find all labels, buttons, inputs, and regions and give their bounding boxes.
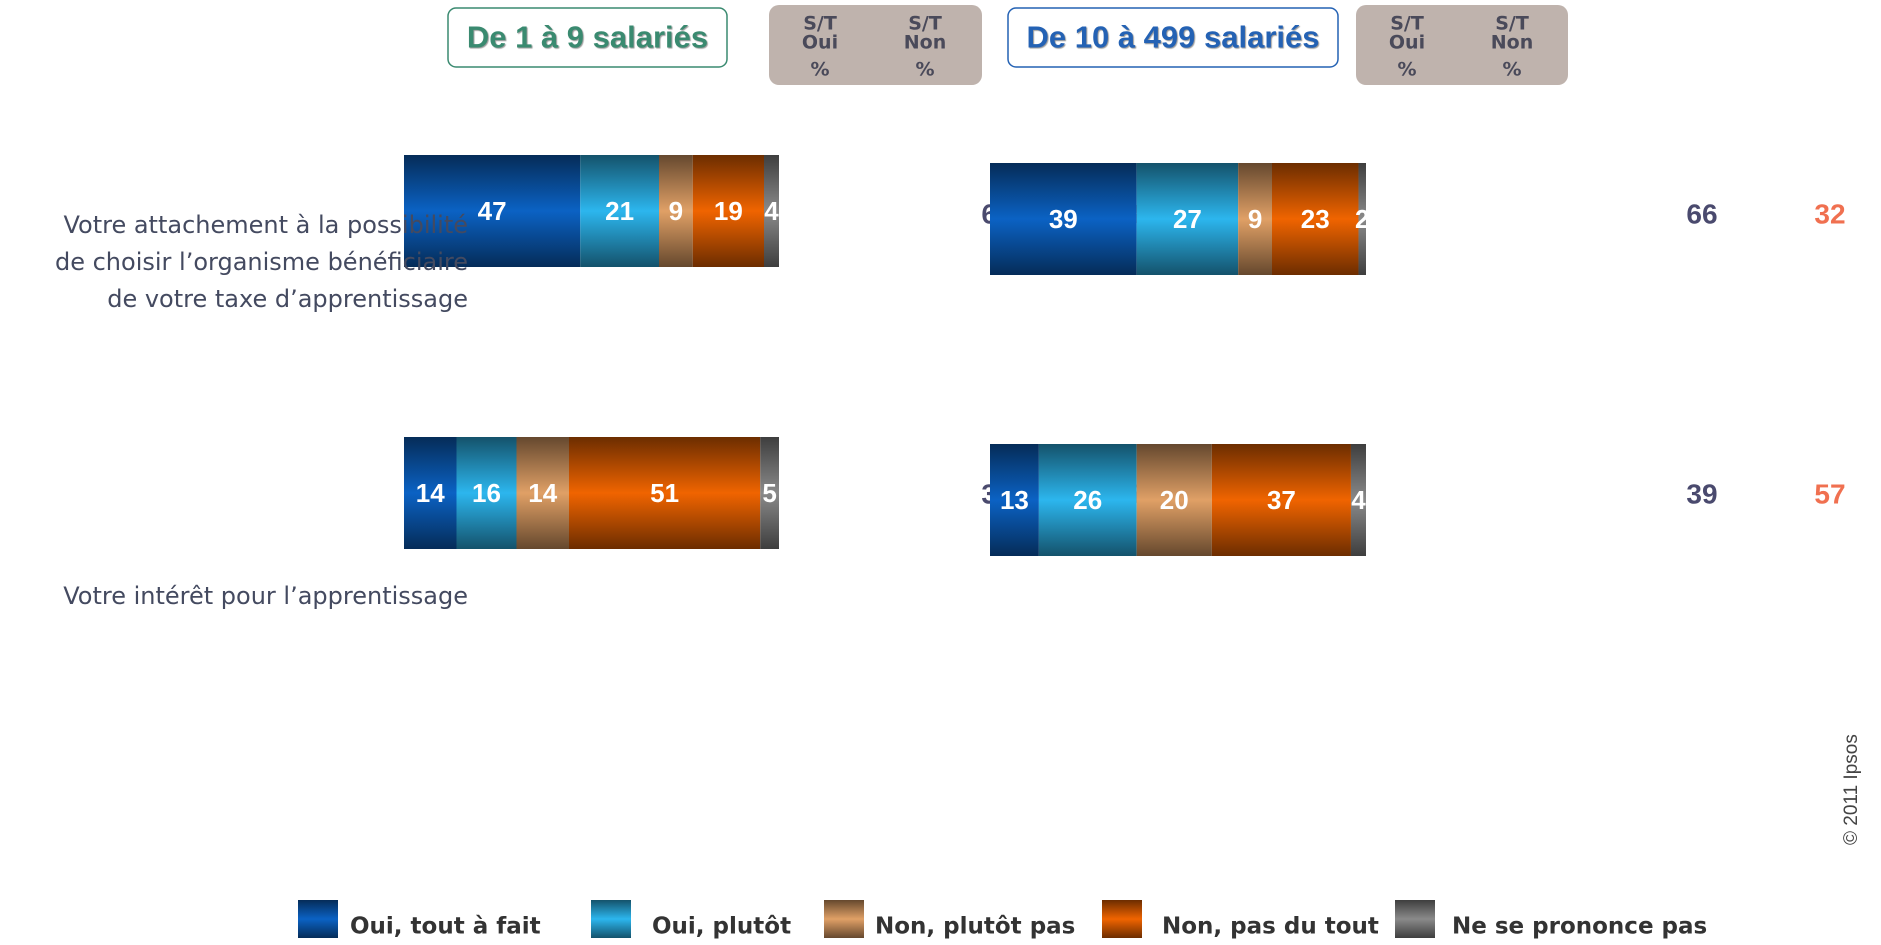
legend-label: Non, pas du tout <box>1162 914 1379 940</box>
summary-unit: % <box>915 59 934 81</box>
legend-swatch <box>298 900 338 938</box>
category-label: Votre intérêt pour l’apprentissage <box>63 582 468 610</box>
legend-label: Non, plutôt pas <box>875 914 1075 940</box>
st-non-value: 57 <box>1814 478 1845 509</box>
legend-swatch <box>591 900 631 938</box>
summary-header: S/T <box>803 13 837 35</box>
summary-header: S/T <box>1495 13 1529 35</box>
bar-segment <box>1272 163 1359 275</box>
summary-header: S/T <box>1390 13 1424 35</box>
bar-segment <box>516 437 569 549</box>
legend-swatch <box>1395 900 1435 938</box>
bar-segment <box>1038 444 1137 556</box>
st-non-value: 32 <box>1814 198 1845 229</box>
legend-label: Oui, plutôt <box>652 914 791 940</box>
title-box <box>447 7 728 68</box>
data-label: 14 <box>416 478 445 508</box>
legend-swatch <box>824 900 864 938</box>
summary-header: Non <box>904 32 946 54</box>
data-label: 2 <box>1355 204 1369 234</box>
summary-header-box <box>769 5 982 85</box>
summary-header-box <box>1356 5 1568 85</box>
data-label: 5 <box>762 478 776 508</box>
chart-title: De 1 à 9 salariés <box>467 20 708 55</box>
category-label: Votre attachement à la possibilité de cho… <box>55 211 468 313</box>
data-label: 47 <box>478 196 507 226</box>
legend-label: Oui, tout à fait <box>350 914 541 940</box>
legend-label: Ne se prononce pas <box>1452 914 1707 940</box>
data-label: 16 <box>472 478 501 508</box>
legend-swatch <box>1102 900 1142 938</box>
bar-segment <box>1136 163 1239 275</box>
bar-segment <box>1136 444 1212 556</box>
data-label: 39 <box>1049 204 1078 234</box>
summary-unit: % <box>1397 59 1416 81</box>
data-label: 13 <box>1000 485 1029 515</box>
bar-segment <box>692 155 764 267</box>
title-box <box>1007 7 1339 68</box>
data-label: 19 <box>714 196 743 226</box>
data-label: 26 <box>1073 485 1102 515</box>
summary-header: Oui <box>802 32 838 54</box>
data-label: 51 <box>650 478 679 508</box>
bar-segment <box>1358 163 1366 275</box>
data-label: 23 <box>1301 204 1330 234</box>
bar-segment <box>569 437 761 549</box>
bar-segment <box>456 437 517 549</box>
st-oui-value: 66 <box>1686 198 1717 229</box>
bar-segment <box>990 444 1039 556</box>
summary-header: Oui <box>1389 32 1425 54</box>
data-label: 14 <box>528 478 557 508</box>
data-label: 9 <box>669 196 683 226</box>
bar-segment <box>659 155 693 267</box>
bar-segment <box>1238 163 1272 275</box>
summary-header: S/T <box>908 13 942 35</box>
bar-segment <box>404 437 457 549</box>
bar-segment <box>1211 444 1351 556</box>
data-label: 4 <box>1351 485 1366 515</box>
bar-segment <box>1350 444 1366 556</box>
data-label: 27 <box>1173 204 1202 234</box>
summary-unit: % <box>810 59 829 81</box>
data-label: 9 <box>1248 204 1262 234</box>
summary-header: Non <box>1491 32 1533 54</box>
data-label: 20 <box>1160 485 1189 515</box>
bar-segment <box>760 437 779 549</box>
bar-segment <box>404 155 581 267</box>
copyright: © 2011 Ipsos <box>1841 734 1862 845</box>
bar-segment <box>580 155 659 267</box>
summary-unit: % <box>1502 59 1521 81</box>
st-oui-value: 39 <box>1686 478 1717 509</box>
data-label: 4 <box>764 196 779 226</box>
data-label: 21 <box>605 196 634 226</box>
data-label: 37 <box>1267 485 1296 515</box>
bar-segment <box>764 155 779 267</box>
chart-title: De 10 à 499 salariés <box>1026 20 1319 55</box>
bar-segment <box>990 163 1137 275</box>
